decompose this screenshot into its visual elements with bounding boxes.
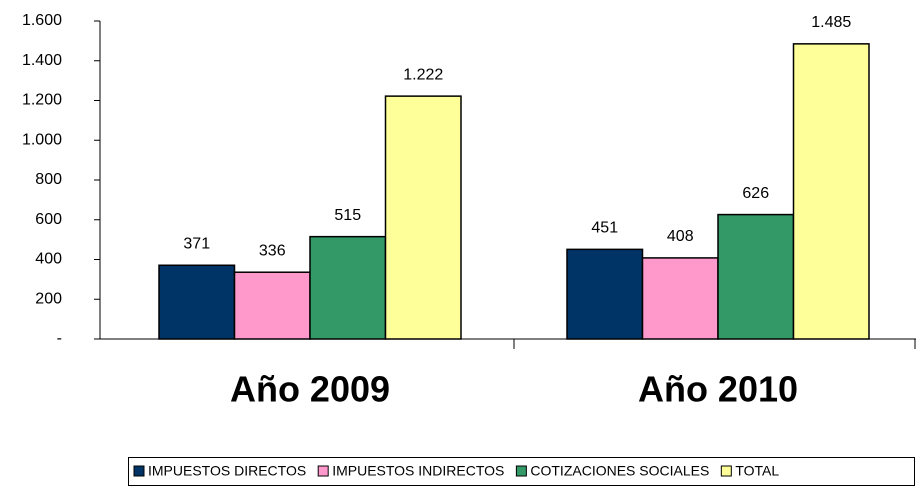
data-label: 371 — [183, 235, 210, 252]
y-tick-label: 1.400 — [22, 52, 62, 69]
y-tick-label: 800 — [35, 171, 62, 188]
y-tick-label: 1.200 — [22, 92, 62, 109]
data-label: 336 — [259, 242, 286, 259]
x-tick-label: Año 2010 — [638, 369, 798, 410]
legend-label: IMPUESTOS DIRECTOS — [148, 463, 306, 479]
bar — [641, 257, 719, 340]
data-label: 1.222 — [403, 66, 443, 83]
y-tick-label: 400 — [35, 251, 62, 268]
legend-label: COTIZACIONES SOCIALES — [530, 463, 709, 479]
bar — [384, 95, 462, 340]
legend-swatch — [317, 465, 329, 477]
y-tick-label: - — [57, 330, 62, 347]
legend-label: IMPUESTOS INDIRECTOS — [332, 463, 504, 479]
data-label: 451 — [591, 220, 618, 237]
bar — [717, 213, 795, 340]
data-label: 1.485 — [811, 14, 851, 31]
y-tick-label: 600 — [35, 211, 62, 228]
bar — [309, 235, 387, 340]
legend-swatch — [720, 465, 732, 477]
data-label: 515 — [334, 207, 361, 224]
legend-label: TOTAL — [735, 463, 779, 479]
bar — [233, 271, 311, 340]
legend-swatch — [515, 465, 527, 477]
y-tick-label: 1.000 — [22, 131, 62, 148]
y-tick-label: 200 — [35, 290, 62, 307]
data-label: 626 — [742, 185, 769, 202]
legend-swatch — [133, 465, 145, 477]
y-tick-label: 1.600 — [22, 12, 62, 29]
bar — [792, 43, 870, 340]
x-tick-label: Año 2009 — [230, 369, 390, 410]
bar — [158, 264, 236, 340]
data-label: 408 — [667, 228, 694, 245]
bar — [566, 248, 644, 340]
